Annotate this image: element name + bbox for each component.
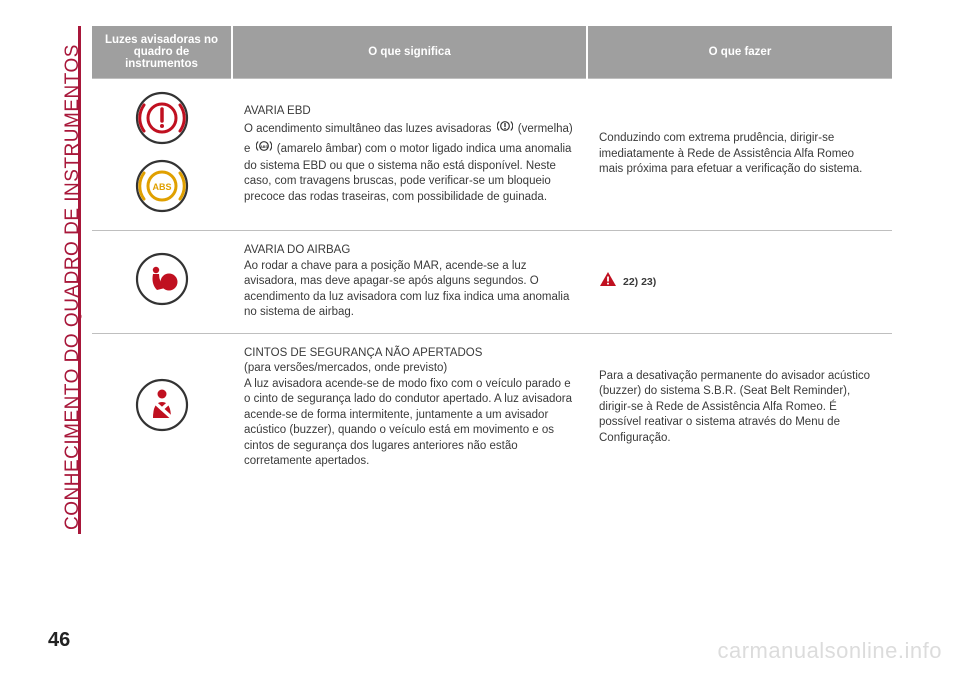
svg-text:ABS: ABS: [152, 182, 171, 192]
icon-cell: [92, 333, 232, 482]
meaning-cell: CINTOS DE SEGURANÇA NÃO APERTADOS (para …: [232, 333, 587, 482]
abs-inline-icon: ABS: [256, 139, 272, 159]
table-header-row: Luzes avisadoras no quadro de instrument…: [92, 26, 892, 79]
warning-lights-table: Luzes avisadoras no quadro de instrument…: [92, 26, 892, 482]
meaning-cell: AVARIA EBD O acendimento simultâneo das …: [232, 79, 587, 231]
meaning-cell: AVARIA DO AIRBAG Ao rodar a chave para a…: [232, 231, 587, 334]
caution-refs: 22) 23): [623, 275, 656, 289]
table-row: ABS AVARIA EBD O acendimento simultâneo …: [92, 79, 892, 231]
manual-page: CONHECIMENTO DO QUADRO DE INSTRUMENTOS L…: [0, 0, 960, 678]
warning-title: CINTOS DE SEGURANÇA NÃO APERTADOS: [244, 346, 575, 362]
header-col-meaning: O que significa: [232, 26, 587, 79]
svg-text:ABS: ABS: [260, 145, 268, 149]
sidebar-accent-line: [78, 26, 81, 534]
action-cell: 22) 23): [587, 231, 892, 334]
brake-warning-icon: [135, 91, 189, 151]
caution-triangle-icon: [599, 271, 617, 293]
warning-meaning: A luz avisadora acende-se de modo fixo c…: [244, 377, 575, 470]
warning-meaning: O acendimento simultâneo das luzes avisa…: [244, 119, 575, 205]
airbag-warning-icon: [135, 252, 189, 312]
action-cell: Para a desativação permanente do avisado…: [587, 333, 892, 482]
watermark: carmanualsonline.info: [717, 638, 942, 664]
brake-warning-inline-icon: [497, 119, 513, 139]
seatbelt-warning-icon: [135, 378, 189, 438]
action-cell: Conduzindo com extrema prudência, dirigi…: [587, 79, 892, 231]
warning-subtitle: (para versões/mercados, onde previsto): [244, 361, 575, 377]
table-row: AVARIA DO AIRBAG Ao rodar a chave para a…: [92, 231, 892, 334]
page-number: 46: [48, 629, 70, 652]
icon-cell: [92, 231, 232, 334]
table-row: CINTOS DE SEGURANÇA NÃO APERTADOS (para …: [92, 333, 892, 482]
abs-warning-icon: ABS: [135, 159, 189, 219]
header-col-action: O que fazer: [587, 26, 892, 79]
warning-meaning: Ao rodar a chave para a posição MAR, ace…: [244, 259, 575, 321]
header-col-lights: Luzes avisadoras no quadro de instrument…: [92, 26, 232, 79]
warning-title: AVARIA EBD: [244, 104, 575, 120]
icon-cell: ABS: [92, 79, 232, 231]
warning-title: AVARIA DO AIRBAG: [244, 243, 575, 259]
